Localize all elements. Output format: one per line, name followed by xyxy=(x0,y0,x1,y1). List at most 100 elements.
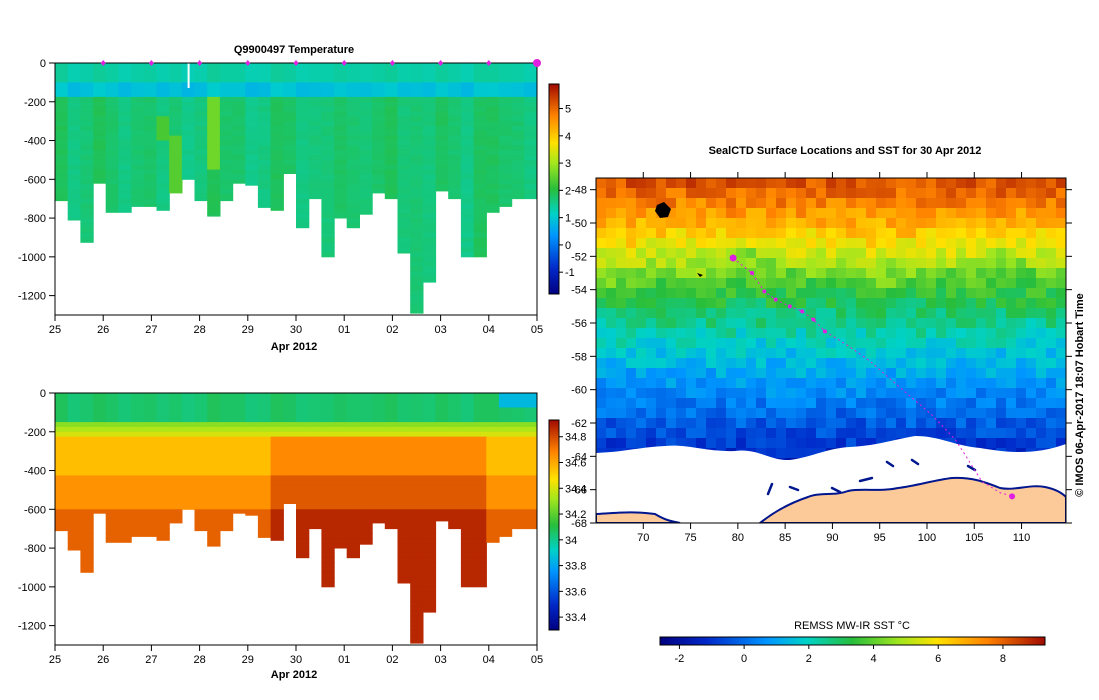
temperature-cell xyxy=(511,159,525,166)
sst-cell xyxy=(646,438,657,449)
temperature-cell xyxy=(334,87,348,93)
temperature-cell xyxy=(422,237,437,243)
sst-cell xyxy=(596,318,607,329)
temperature-cell xyxy=(524,96,537,103)
sst-cell xyxy=(976,388,987,399)
salinity-cell xyxy=(524,465,537,471)
temperature-cell xyxy=(169,174,183,180)
temperature-cell xyxy=(245,145,259,151)
salinity-cell xyxy=(207,412,221,418)
sst-cell xyxy=(616,358,627,369)
sst-cell xyxy=(856,438,867,449)
salinity-cell xyxy=(334,514,348,520)
temperature-cell xyxy=(67,179,81,185)
temperature-cell xyxy=(118,198,132,204)
sst-cell xyxy=(866,238,877,249)
temperature-cell xyxy=(346,87,360,93)
temperature-cell xyxy=(511,96,525,103)
sst-colorbar xyxy=(660,637,1045,645)
salinity-cell xyxy=(143,499,158,505)
temperature-cell xyxy=(207,111,221,117)
temperature-xlabel: Apr 2012 xyxy=(271,341,317,353)
temperature-cell xyxy=(131,96,145,103)
salinity-cell xyxy=(384,509,399,515)
sst-cell xyxy=(1056,308,1066,319)
salinity-cell xyxy=(334,397,348,404)
sst-cell xyxy=(606,368,617,379)
temperature-cell xyxy=(131,111,145,117)
temperature-cell xyxy=(435,135,449,141)
sst-cell xyxy=(806,318,817,329)
sst-cell xyxy=(796,418,807,429)
temperature-cell xyxy=(448,87,462,93)
temperature-cell xyxy=(346,140,360,146)
temperature-cell xyxy=(156,116,170,122)
temperature-cell xyxy=(143,63,158,69)
salinity-cell xyxy=(93,494,107,501)
latest-profile-marker xyxy=(533,59,541,67)
temperature-cell xyxy=(181,101,196,108)
salinity-cell xyxy=(308,426,322,433)
salinity-cell xyxy=(486,441,500,447)
salinity-cell xyxy=(448,460,462,467)
sst-cell xyxy=(996,418,1007,429)
salinity-cell xyxy=(346,422,360,428)
temperature-cell xyxy=(283,150,297,156)
temperature-cell xyxy=(473,150,487,156)
salinity-cell xyxy=(93,412,107,418)
temperature-profile-markers xyxy=(100,59,541,67)
salinity-cell xyxy=(296,504,310,510)
temperature-cell xyxy=(359,72,373,78)
salinity-cell xyxy=(448,446,462,452)
temperature-cell xyxy=(511,174,525,180)
temperature-cell xyxy=(296,101,310,108)
temperature-cell xyxy=(410,261,424,267)
sst-cell xyxy=(616,228,627,239)
sst-cell xyxy=(1026,228,1037,239)
sst-cell xyxy=(736,418,747,429)
salinity-cell xyxy=(448,407,462,413)
sst-cell xyxy=(686,308,697,319)
imos-caption: © IMOS 06-Apr-2017 18:07 Hobart Time xyxy=(1074,293,1086,497)
sst-cell xyxy=(966,208,977,219)
temperature-cell xyxy=(143,92,158,98)
salinity-cell xyxy=(156,533,170,539)
salinity-cell xyxy=(131,407,145,413)
salinity-cell xyxy=(219,499,234,505)
temperature-cell xyxy=(55,150,69,156)
salinity-cell xyxy=(435,436,449,442)
temperature-cell xyxy=(232,116,246,122)
sst-cell xyxy=(786,398,797,409)
salinity-cell xyxy=(143,528,158,534)
sst-cell xyxy=(896,198,907,209)
temperature-cell xyxy=(156,140,170,146)
salinity-cell xyxy=(334,538,348,544)
map-overlays xyxy=(596,202,1066,523)
sst-cell xyxy=(836,388,847,399)
sst-cell xyxy=(646,418,657,429)
salinity-cell xyxy=(245,504,259,510)
temperature-cell xyxy=(55,92,69,98)
salinity-cell xyxy=(321,397,335,404)
sst-cell xyxy=(1016,338,1027,349)
temperature-cell xyxy=(181,106,196,112)
sst-cell xyxy=(1046,428,1057,439)
sst-cell xyxy=(676,378,687,389)
salinity-cell xyxy=(410,635,424,641)
sst-cell xyxy=(696,358,707,369)
sst-cell xyxy=(976,428,987,439)
temperature-cell xyxy=(359,126,373,132)
track-point xyxy=(800,309,805,314)
salinity-cell xyxy=(232,499,246,505)
temperature-cell xyxy=(207,116,221,122)
salinity-cell xyxy=(245,417,259,423)
sst-cell xyxy=(776,278,787,289)
sst-cell xyxy=(796,398,807,409)
salinity-cell xyxy=(397,460,411,467)
sst-cell xyxy=(906,198,917,209)
temperature-cell xyxy=(257,111,272,117)
temperature-cell xyxy=(93,135,107,141)
temperature-cell xyxy=(435,92,449,98)
sst-cell xyxy=(686,238,697,249)
sst-cell xyxy=(756,378,767,389)
